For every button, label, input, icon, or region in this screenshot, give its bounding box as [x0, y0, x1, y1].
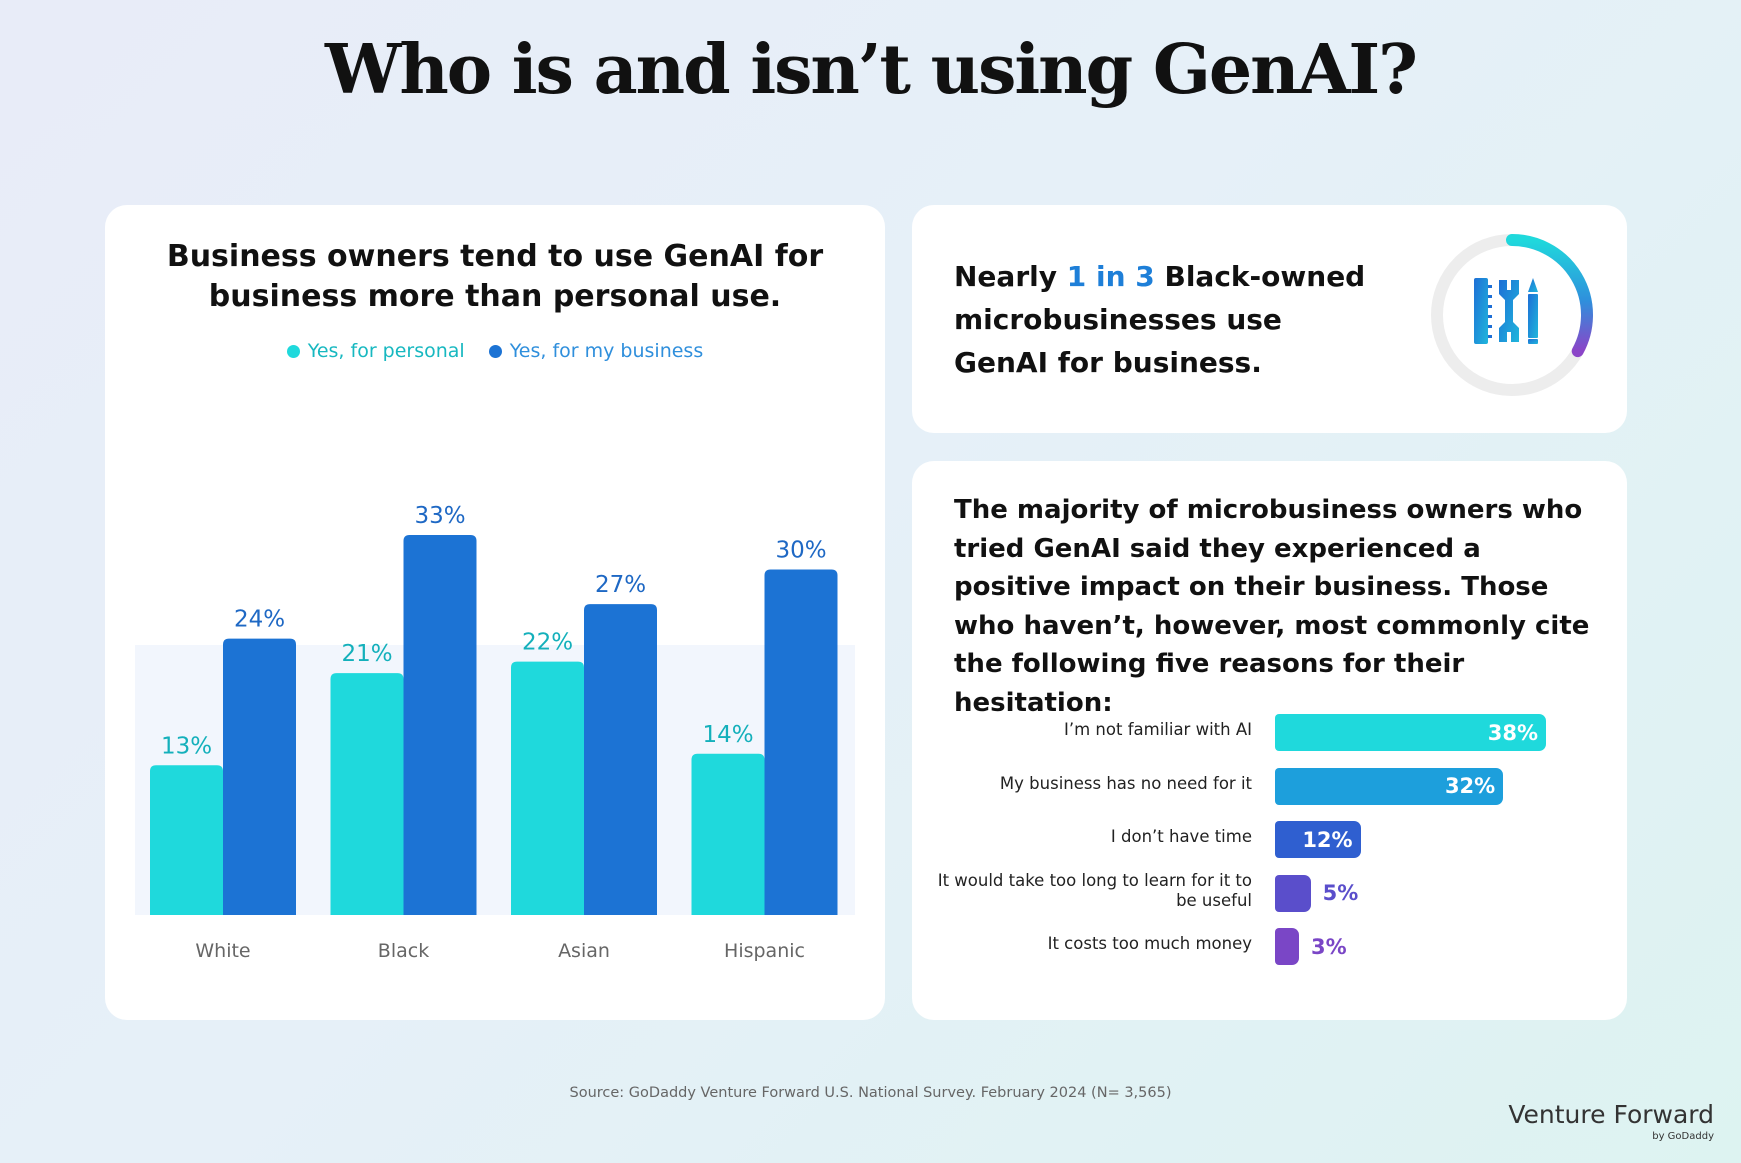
category-label-black: Black — [378, 940, 429, 962]
reason-label: I don’t have time — [1110, 827, 1252, 846]
stat-prefix: Nearly — [954, 260, 1067, 293]
page-title: Who is and isn’t using GenAI? — [324, 30, 1418, 110]
reason-bar — [1275, 767, 1504, 805]
data-label-hispanic-business: 30% — [775, 538, 826, 564]
reason-row: My business has no need for it 32% — [912, 765, 1627, 805]
legend-dot-business — [488, 344, 502, 358]
progress-ring — [1427, 230, 1597, 400]
reason-value: 3% — [1311, 934, 1347, 959]
reason-value: 38% — [1487, 720, 1538, 745]
stat-highlight: 1 in 3 — [1066, 260, 1155, 293]
data-label-white-business: 24% — [234, 607, 285, 633]
stat-suffix: Black-owned microbusinesses use GenAI fo… — [954, 260, 1366, 379]
reasons-intro: The majority of microbusiness owners who… — [954, 495, 1590, 718]
data-label-hispanic-personal: 14% — [702, 722, 753, 748]
reason-bar — [1275, 821, 1361, 858]
bar-hispanic-business — [764, 569, 838, 915]
legend-item-business: Yes, for my business — [488, 340, 704, 362]
legend-dot-personal — [286, 344, 300, 358]
reason-row: It costs too much money 3% — [912, 925, 1627, 965]
category-label-white: White — [195, 940, 250, 962]
ethnicity-chart-card: Business owners tend to use GenAI for bu… — [105, 205, 885, 1020]
tools-icon — [1474, 278, 1538, 344]
data-label-black-personal: 21% — [341, 641, 392, 667]
progress-ring-graphic — [1431, 234, 1593, 396]
reason-value: 5% — [1322, 881, 1359, 905]
reason-label: My business has no need for it — [999, 773, 1252, 793]
grouped-bar-chart: 13% 24% White 21% 33% Black 22% 27% Asian 14% 30% H… — [135, 503, 855, 962]
bar-asian-personal — [511, 661, 584, 915]
reasons-card: The majority of microbusiness owners who… — [912, 461, 1627, 1020]
category-label-asian: Asian — [558, 940, 610, 962]
data-label-black-business: 33% — [414, 503, 465, 529]
chart-legend: Yes, for personal Yes, for my business — [105, 340, 885, 362]
data-label-white-personal: 13% — [161, 733, 212, 759]
ring-arc — [1506, 234, 1593, 358]
stat-text: Nearly 1 in 3 Black-owned microbusinesse… — [954, 255, 1374, 384]
reason-bar — [1275, 874, 1311, 912]
bar-asian-business — [584, 604, 657, 915]
bar-black-personal — [330, 673, 404, 915]
reason-bar — [1275, 714, 1546, 751]
bar-black-business — [403, 535, 477, 915]
source-note: Source: GoDaddy Venture Forward U.S. Nat… — [569, 1085, 1172, 1101]
reason-value: 32% — [1444, 774, 1496, 798]
reason-label: I’m not familiar with AI — [1064, 720, 1252, 739]
stat-card: Nearly 1 in 3 Black-owned microbusinesse… — [912, 205, 1627, 433]
reason-bar — [1275, 928, 1299, 965]
reason-row: It would take too long to learn for it t… — [912, 870, 1627, 912]
brand-name: Venture Forward — [1508, 1100, 1714, 1129]
chart-title: Business owners tend to use GenAI for bu… — [166, 239, 824, 314]
bar-white-business — [223, 638, 296, 915]
legend-label-personal: Yes, for personal — [307, 340, 465, 362]
bar-white-personal — [150, 765, 223, 915]
brand-logo: Venture Forward by GoDaddy — [1508, 1100, 1714, 1142]
reason-row: I don’t have time 12% — [912, 818, 1627, 858]
reason-value: 12% — [1302, 827, 1353, 852]
legend-item-personal: Yes, for personal — [286, 340, 465, 362]
legend-label-business: Yes, for my business — [509, 340, 704, 362]
reason-row: I’m not familiar with AI 38% — [912, 711, 1627, 751]
reason-label: It costs too much money — [1047, 934, 1252, 953]
data-label-asian-personal: 22% — [522, 630, 573, 656]
category-label-hispanic: Hispanic — [724, 940, 805, 962]
reason-label: It would take too long to learn for it t… — [937, 870, 1252, 910]
reasons-bar-chart: I’m not familiar with AI 38% My business h… — [912, 711, 1627, 991]
brand-sub: by GoDaddy — [1652, 1131, 1714, 1142]
data-label-asian-business: 27% — [595, 572, 646, 598]
bar-hispanic-personal — [691, 753, 765, 915]
